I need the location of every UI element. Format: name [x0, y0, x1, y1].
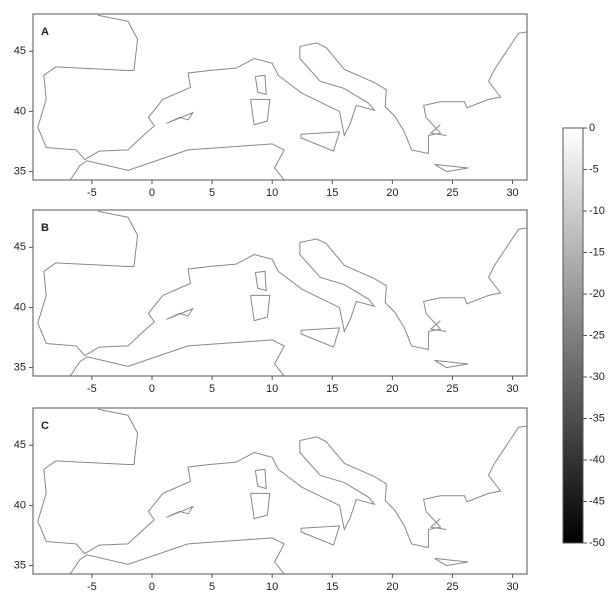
map-panel: A -5 0 5 10 15 20 25 30 35 40 45	[14, 13, 528, 199]
x-tick-label: 15	[326, 187, 338, 199]
x-tick-label: 25	[446, 581, 458, 593]
panel-frame	[32, 209, 528, 377]
coastline	[434, 163, 469, 173]
x-tick-label: 30	[506, 383, 518, 395]
coastline	[300, 131, 341, 152]
x-tick-label: 20	[386, 383, 398, 395]
colorbar-tick-label: -30	[589, 371, 605, 383]
coastline	[254, 270, 267, 292]
x-tick-label: -5	[87, 581, 97, 593]
y-tick-label: 40	[14, 301, 26, 313]
x-tick-label: 30	[506, 187, 518, 199]
panel-frame	[32, 13, 528, 181]
coastline	[429, 320, 447, 332]
x-tick-label: -5	[87, 187, 97, 199]
coastline	[300, 327, 341, 348]
y-tick-label: 45	[14, 241, 26, 253]
colorbar-tick-label: -25	[589, 329, 605, 341]
coastline	[250, 294, 271, 322]
x-tick-label: 25	[446, 383, 458, 395]
x-tick-label: 30	[506, 581, 518, 593]
map-panel: C -5 0 5 10 15 20 25 30 35 40 45	[14, 407, 528, 593]
map-panel: B -5 0 5 10 15 20 25 30 35 40 45	[14, 209, 528, 395]
coastline	[300, 525, 341, 546]
panel-label: C	[41, 420, 49, 432]
y-tick-label: 35	[14, 165, 26, 177]
colorbar-tick-label: -50	[589, 537, 605, 549]
colorbar-tick-label: 0	[589, 122, 595, 134]
coastline	[250, 98, 271, 126]
x-tick-label: 0	[149, 187, 155, 199]
coastline	[166, 307, 195, 320]
y-tick-label: 35	[14, 361, 26, 373]
map-layer	[37, 14, 527, 180]
colorbar-tick-label: -5	[589, 163, 599, 175]
colorbar-tick-label: -10	[589, 205, 605, 217]
panel-label: A	[41, 26, 49, 38]
coastline	[37, 210, 527, 357]
coastline	[429, 124, 447, 136]
colorbar-tick-label: -45	[589, 495, 605, 507]
coastline	[69, 143, 285, 180]
coastline	[69, 537, 285, 574]
colorbar-tick-label: -40	[589, 454, 605, 466]
map-layer	[37, 408, 527, 574]
y-tick-label: 35	[14, 559, 26, 571]
x-tick-label: 0	[149, 581, 155, 593]
colorbar-tick-label: -15	[589, 246, 605, 258]
x-tick-label: 0	[149, 383, 155, 395]
coastline	[166, 111, 195, 124]
colorbar-tick-label: -35	[589, 412, 605, 424]
coastline	[37, 14, 527, 161]
x-tick-label: -5	[87, 383, 97, 395]
coastline	[429, 518, 447, 530]
coastline	[254, 468, 267, 490]
y-tick-label: 40	[14, 499, 26, 511]
coastline	[37, 408, 527, 555]
y-tick-label: 45	[14, 45, 26, 57]
x-tick-label: 5	[209, 187, 215, 199]
coastline	[250, 492, 271, 520]
panel-frame	[32, 407, 528, 575]
x-tick-label: 15	[326, 581, 338, 593]
coastline	[434, 557, 469, 567]
x-tick-label: 10	[266, 187, 278, 199]
x-tick-label: 10	[266, 383, 278, 395]
coastline	[254, 74, 267, 96]
x-tick-label: 25	[446, 187, 458, 199]
x-tick-label: 5	[209, 383, 215, 395]
colorbar	[562, 127, 584, 544]
x-tick-label: 20	[386, 581, 398, 593]
map-layer	[37, 210, 527, 376]
colorbar-tick-label: -20	[589, 288, 605, 300]
coastline	[69, 339, 285, 376]
coastline	[166, 505, 195, 518]
panel-label: B	[41, 222, 49, 234]
x-tick-label: 15	[326, 383, 338, 395]
x-tick-label: 5	[209, 581, 215, 593]
y-tick-label: 45	[14, 439, 26, 451]
y-tick-label: 40	[14, 105, 26, 117]
x-tick-label: 20	[386, 187, 398, 199]
x-tick-label: 10	[266, 581, 278, 593]
coastline	[434, 359, 469, 369]
